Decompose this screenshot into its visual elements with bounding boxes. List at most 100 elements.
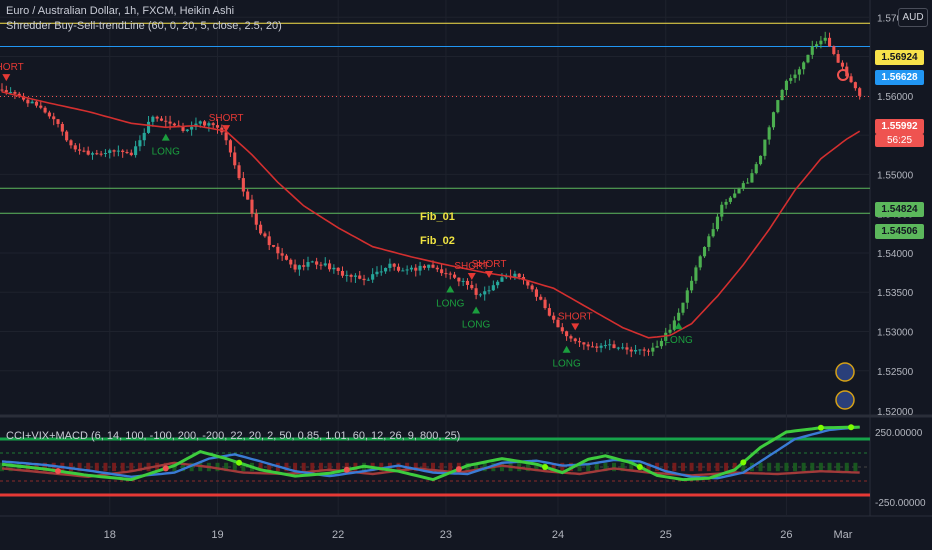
state-band-bar — [629, 462, 634, 472]
candle-body — [21, 96, 26, 100]
candle-body — [43, 107, 47, 113]
candle-body — [521, 277, 526, 281]
candle-body — [478, 294, 482, 296]
candle-body — [715, 216, 720, 230]
cross-marker — [636, 464, 643, 470]
state-band-bar — [836, 462, 841, 472]
long-marker[interactable] — [161, 133, 170, 141]
short-marker[interactable] — [222, 125, 231, 133]
short-signal-label: SHORT — [0, 62, 24, 73]
state-band-bar — [120, 462, 125, 472]
state-band-bar — [68, 462, 73, 472]
candle-body — [797, 69, 801, 75]
cross-marker — [236, 459, 243, 466]
candle-body — [784, 80, 788, 90]
candle-body — [95, 153, 99, 155]
state-band-bar — [482, 462, 487, 472]
candle-body — [694, 267, 698, 281]
candle-body — [168, 121, 172, 124]
state-band-bar — [620, 462, 625, 472]
x-tick-label: 24 — [552, 529, 564, 541]
long-signal-label: LONG — [664, 335, 693, 346]
state-band-bar — [689, 462, 694, 472]
candle-body — [526, 280, 530, 286]
sub-indicator-legend[interactable]: CCI+VIX+MACD (6, 14, 100, -100, 200, -20… — [6, 430, 461, 442]
candle-body — [810, 46, 814, 55]
long-marker[interactable] — [446, 285, 455, 293]
short-marker[interactable] — [485, 271, 494, 279]
symbol-legend[interactable]: Euro / Australian Dollar, 1h, FXCM, Heik… — [6, 5, 235, 17]
state-band-bar — [534, 462, 539, 472]
currency-badge[interactable]: AUD — [898, 8, 928, 27]
candle-body — [759, 155, 763, 165]
candle-body — [646, 350, 651, 352]
state-band-bar — [724, 462, 729, 472]
state-band-bar — [672, 462, 677, 472]
candle-body — [319, 264, 323, 266]
candle-body — [832, 46, 836, 55]
candle-body — [840, 62, 845, 67]
fib-01-label: Fib_01 — [420, 211, 455, 223]
candle-body — [672, 320, 676, 330]
indicator-legend[interactable]: Shredder Buy-Sell-trendLine (60, 0, 20, … — [6, 20, 282, 32]
alert-marker-icon[interactable] — [837, 69, 849, 81]
last-price-label: 1.55992 — [875, 119, 924, 134]
candle-body — [26, 99, 30, 104]
candle-body — [638, 349, 642, 351]
candle-body — [13, 91, 17, 94]
candle-body — [655, 346, 659, 348]
sub-y-tick-label: 250.00000 — [875, 428, 923, 439]
long-marker[interactable] — [562, 345, 571, 353]
price-label-blue: 1.56628 — [875, 70, 924, 85]
short-marker[interactable] — [2, 74, 11, 82]
candle-body — [496, 281, 500, 286]
candle-body — [500, 277, 504, 282]
long-marker[interactable] — [674, 322, 683, 330]
x-tick-label: 19 — [211, 529, 223, 541]
candle-body — [99, 153, 103, 155]
x-tick-label: Mar — [834, 529, 853, 541]
candle-body — [246, 191, 250, 200]
state-band-bar — [577, 462, 582, 472]
candle-body — [582, 342, 586, 345]
candle-body — [698, 256, 702, 268]
x-tick-label: 25 — [660, 529, 672, 541]
candle-body — [802, 62, 806, 70]
candle-body — [754, 164, 758, 174]
candle-body — [702, 246, 707, 257]
candle-body — [0, 89, 4, 91]
cross-marker — [817, 424, 824, 431]
state-band-bar — [594, 462, 599, 472]
state-band-bar — [86, 462, 91, 472]
state-band-bar — [706, 462, 711, 472]
candle-body — [388, 263, 392, 268]
candle-body — [293, 264, 297, 270]
long-marker[interactable] — [472, 306, 481, 314]
candle-body — [444, 273, 448, 275]
short-marker[interactable] — [467, 272, 476, 280]
candle-body — [720, 204, 724, 217]
candle-body — [616, 347, 620, 349]
candle-body — [534, 289, 538, 297]
candle-body — [78, 149, 82, 151]
state-band-bar — [232, 462, 237, 472]
event-bubble-icon[interactable] — [835, 362, 855, 382]
candle-body — [733, 193, 737, 198]
candle-body — [280, 253, 284, 256]
candle-body — [763, 139, 767, 156]
state-band-bar — [422, 462, 427, 472]
state-band-bar — [827, 462, 832, 472]
state-band-bar — [379, 462, 384, 472]
candle-body — [724, 201, 728, 205]
state-band-bar — [818, 462, 823, 472]
candle-body — [159, 118, 164, 121]
cross-marker — [162, 465, 169, 472]
state-band-bar — [603, 462, 608, 472]
event-bubble-icon[interactable] — [835, 390, 855, 410]
shredder-trend-line — [1, 91, 861, 339]
short-marker[interactable] — [571, 323, 580, 331]
candle-body — [543, 299, 547, 309]
candle-body — [539, 296, 543, 300]
candle-body — [590, 346, 595, 348]
